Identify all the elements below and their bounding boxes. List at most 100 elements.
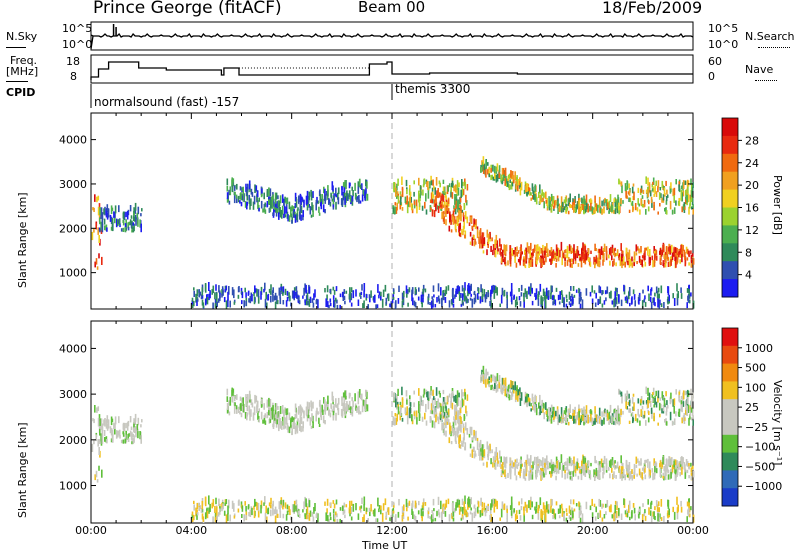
scatter-cell <box>330 299 332 303</box>
scatter-cell <box>459 232 461 236</box>
scatter-cell <box>383 503 385 510</box>
scatter-cell <box>486 462 488 468</box>
scatter-cell <box>351 287 353 292</box>
scatter-cell <box>266 415 268 419</box>
plot-canvas: 1000200030004000 1000200030004000 481216… <box>0 0 800 554</box>
scatter-cell <box>494 504 496 513</box>
scatter-cell <box>496 385 498 393</box>
scatter-cell <box>497 163 499 171</box>
scatter-cell <box>499 165 501 172</box>
scatter-cell <box>623 256 625 263</box>
scatter-cell <box>406 390 408 396</box>
scatter-cell <box>230 397 232 406</box>
scatter-cell <box>416 417 418 424</box>
scatter-cell <box>289 413 291 421</box>
scatter-cell <box>668 509 670 515</box>
scatter-cell <box>636 244 638 251</box>
scatter-cell <box>406 499 408 507</box>
scatter-cell <box>616 465 618 468</box>
scatter-cell <box>254 510 256 518</box>
scatter-cell <box>642 503 644 507</box>
scatter-cell <box>620 243 622 251</box>
scatter-cell <box>299 423 301 431</box>
scatter-cell <box>592 418 594 425</box>
scatter-cell <box>458 210 460 218</box>
scatter-cell <box>349 182 351 188</box>
scatter-cell <box>497 461 499 464</box>
scatter-cell <box>594 456 596 463</box>
scatter-cell <box>511 283 513 292</box>
scatter-cell <box>324 196 326 204</box>
scatter-cell <box>509 390 511 394</box>
scatter-cell <box>502 462 504 470</box>
scatter-cell <box>260 291 262 300</box>
scatter-cell <box>651 516 653 523</box>
scatter-cell <box>629 501 631 510</box>
scatter-cell <box>256 502 258 510</box>
scatter-cell <box>462 302 464 305</box>
scatter-cell <box>438 283 440 291</box>
scatter-cell <box>435 197 437 204</box>
scatter-cell <box>637 459 639 463</box>
scatter-cell <box>318 207 320 213</box>
scatter-cell <box>464 203 466 210</box>
scatter-cell <box>691 467 693 472</box>
scatter-cell <box>442 425 444 429</box>
scatter-cell <box>632 397 634 404</box>
scatter-cell <box>519 296 521 300</box>
scatter-cell <box>288 506 290 512</box>
scatter-cell <box>212 303 214 309</box>
scatter-cell <box>550 293 552 299</box>
scatter-cell <box>272 290 274 295</box>
scatter-cell <box>576 249 578 256</box>
scatter-cell <box>287 214 289 221</box>
scatter-cell <box>504 470 506 477</box>
scatter-cell <box>663 260 665 263</box>
scatter-cell <box>633 503 635 508</box>
scatter-cell <box>461 441 463 447</box>
scatter-cell <box>245 506 247 512</box>
scatter-cell <box>471 226 473 229</box>
scatter-cell <box>503 505 505 511</box>
scatter-cell <box>341 409 343 415</box>
scatter-cell <box>258 208 260 212</box>
scatter-cell <box>627 252 629 261</box>
colorbar-cell <box>722 364 738 382</box>
scatter-cell <box>639 421 641 426</box>
scatter-cell <box>483 156 485 164</box>
scatter-cell <box>555 300 557 306</box>
scatter-cell <box>406 196 408 205</box>
scatter-cell <box>574 295 576 298</box>
scatter-cell <box>440 415 442 418</box>
scatter-cell <box>506 518 508 522</box>
scatter-cell <box>364 497 366 506</box>
scatter-cell <box>564 261 566 267</box>
y-tick-label: 1000 <box>59 480 87 493</box>
scatter-cell <box>448 419 450 425</box>
scatter-cell <box>496 287 498 295</box>
scatter-cell <box>265 506 267 514</box>
scatter-cell <box>638 188 640 193</box>
scatter-cell <box>654 506 656 510</box>
scatter-region-6 <box>192 282 695 309</box>
scatter-cell <box>365 179 367 186</box>
scatter-cell <box>573 471 575 477</box>
scatter-cell <box>571 258 573 262</box>
scatter-cell <box>615 475 617 479</box>
colorbar-tick-label: 28 <box>745 134 759 147</box>
scatter-cell <box>278 424 280 432</box>
scatter-cell <box>653 297 655 305</box>
scatter-cell <box>98 447 100 455</box>
scatter-cell <box>367 404 369 411</box>
scatter-cell <box>226 514 228 522</box>
scatter-cell <box>618 179 620 185</box>
scatter-cell <box>546 501 548 509</box>
scatter-cell <box>321 194 323 202</box>
scatter-cell <box>449 394 451 398</box>
scatter-cell <box>272 405 274 411</box>
scatter-cell <box>420 186 422 189</box>
scatter-cell <box>684 464 686 472</box>
scatter-cell <box>661 286 663 294</box>
scatter-cell <box>552 515 554 519</box>
scatter-cell <box>137 220 139 227</box>
